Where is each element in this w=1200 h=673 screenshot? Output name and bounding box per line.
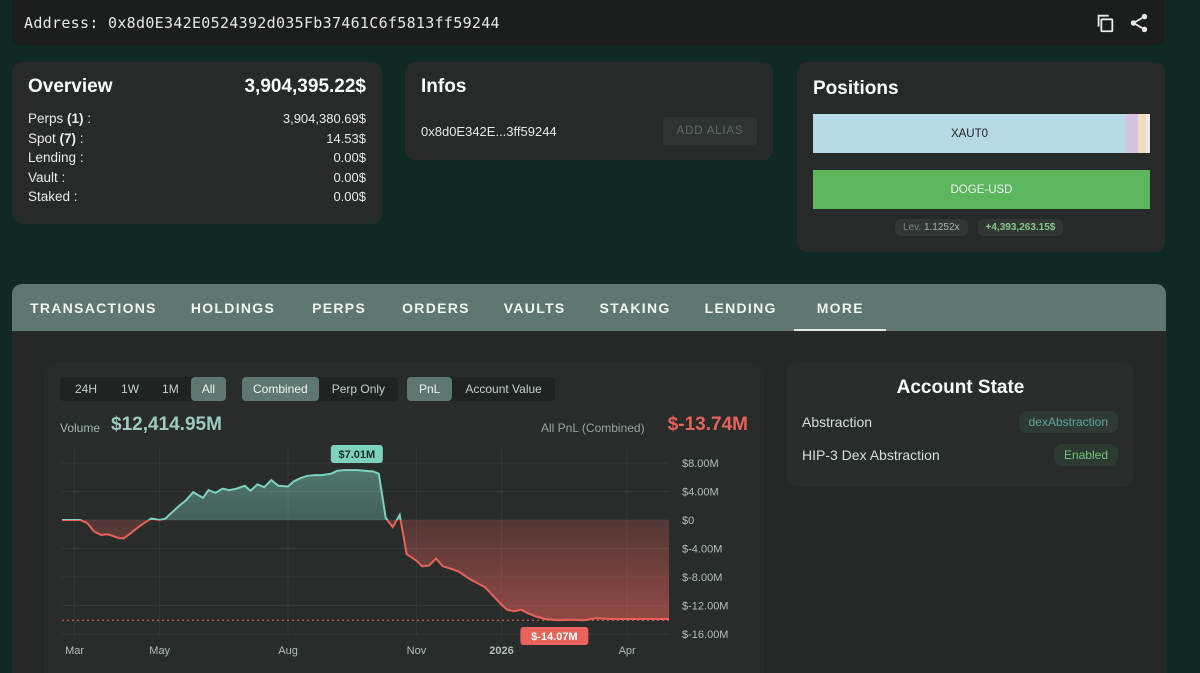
address-text: Address: 0x8d0E342E0524392d035Fb37461C6f… xyxy=(24,14,500,32)
tab-transactions[interactable]: TRANSACTIONS xyxy=(30,299,157,316)
overview-row-staked: Staked : 0.00$ xyxy=(28,189,366,209)
pnl-line-negative xyxy=(62,520,669,622)
tab-perps[interactable]: PERPS xyxy=(312,299,367,316)
account-state-card: Account State Abstraction dexAbstraction… xyxy=(787,363,1134,487)
position-bar-doge[interactable]: DOGE-USD xyxy=(813,170,1150,209)
overview-row-vault: Vault : 0.00$ xyxy=(28,170,366,190)
account-state-label: HIP-3 Dex Abstraction xyxy=(802,447,940,463)
overview-row-perps: Perps (1) : 3,904,380.69$ xyxy=(28,111,366,131)
positions-card: Positions XAUT0 DOGE-USD Lev. 1.1252x +4… xyxy=(797,62,1165,252)
account-state-row: HIP-3 Dex Abstraction Enabled xyxy=(802,444,1118,466)
infos-card: Infos 0x8d0E342E...3ff59244 ADD ALIAS xyxy=(405,62,773,160)
overview-row-label: Vault : xyxy=(28,169,66,185)
overview-row-value: 0.00$ xyxy=(333,169,366,185)
tab-holdings[interactable]: HOLDINGS xyxy=(190,299,276,316)
pnl-chart[interactable]: $8.00M $4.00M $0 $-4.00M $-8.00M $-12.00M $-16… xyxy=(44,363,764,673)
position-segment-small[interactable] xyxy=(1126,114,1138,153)
overview-row-label: Lending : xyxy=(28,150,84,166)
y-tick-label: $4.00M xyxy=(682,487,719,499)
range-all-button[interactable]: All xyxy=(190,377,227,401)
tab-orders[interactable]: ORDERS xyxy=(402,299,470,316)
account-state-title: Account State xyxy=(896,377,1025,398)
hip3-status-badge: Enabled xyxy=(1053,444,1118,466)
mode-perp-only-button[interactable]: Perp Only xyxy=(331,382,386,396)
min-value-label: $-14.07M xyxy=(531,631,577,643)
overview-row-spot: Spot (7) : 14.53$ xyxy=(28,131,366,151)
account-state-row: Abstraction dexAbstraction xyxy=(802,411,1118,433)
mode-selector: Combined Perp Only xyxy=(242,377,399,401)
metric-selector: PnL Account Value xyxy=(407,377,555,401)
pnl-badge: +4,393,263.15$ xyxy=(977,219,1064,236)
y-tick-label: $-12.00M xyxy=(682,601,728,613)
overview-row-lending: Lending : 0.00$ xyxy=(28,150,366,170)
tab-staking[interactable]: STAKING xyxy=(599,299,671,316)
metric-account-value-button[interactable]: Account Value xyxy=(465,382,542,396)
x-tick-label: May xyxy=(149,645,170,657)
y-tick-label: $-8.00M xyxy=(682,572,722,584)
infos-title: Infos xyxy=(421,76,467,97)
overview-row-label: Staked : xyxy=(28,189,78,205)
x-tick-label: Mar xyxy=(65,645,84,657)
range-selector: 24H 1W 1M All xyxy=(60,377,227,401)
all-pnl-label: All PnL (Combined) xyxy=(541,421,645,435)
share-icon[interactable] xyxy=(1128,12,1150,34)
y-tick-label: $-4.00M xyxy=(682,544,722,556)
x-tick-label: Nov xyxy=(407,645,427,657)
tab-vaults[interactable]: VAULTS xyxy=(503,299,566,316)
address-actions xyxy=(1094,12,1150,34)
volume-label: Volume xyxy=(60,421,101,435)
max-value-badge xyxy=(330,445,383,463)
range-24h-button[interactable]: 24H xyxy=(75,382,98,396)
pnl-line-positive xyxy=(62,469,402,520)
positions-title: Positions xyxy=(813,78,899,99)
position-bar-xaut[interactable]: XAUT0 xyxy=(813,114,1150,153)
position-segment-doge[interactable]: DOGE-USD xyxy=(813,170,1150,209)
overview-row-label: Perps (1) : xyxy=(28,111,92,126)
position-segment-xaut[interactable]: XAUT0 xyxy=(813,114,1126,153)
pnl-area-positive xyxy=(62,470,669,520)
max-value-label: $7.01M xyxy=(338,449,375,461)
overview-title: Overview xyxy=(28,76,113,97)
position-segment-small[interactable] xyxy=(1138,114,1146,153)
position-segment-small[interactable] xyxy=(1146,114,1150,153)
mode-combined-button[interactable]: Combined xyxy=(242,377,319,401)
range-1w-button[interactable]: 1W xyxy=(121,382,140,396)
position-badges: Lev. 1.1252x +4,393,263.15$ xyxy=(895,219,1064,236)
copy-icon[interactable] xyxy=(1094,12,1116,34)
volume-value: $12,414.95M xyxy=(111,414,222,435)
x-tick-label: Aug xyxy=(278,645,298,657)
y-tick-label: $0 xyxy=(682,515,694,527)
y-tick-label: $-16.00M xyxy=(682,629,728,641)
infos-short-address[interactable]: 0x8d0E342E...3ff59244 xyxy=(421,124,557,139)
account-state-label: Abstraction xyxy=(802,414,873,430)
address-label: Address: xyxy=(24,14,99,32)
overview-row-value: 14.53$ xyxy=(326,130,366,146)
overview-rows: Perps (1) : 3,904,380.69$ Spot (7) : 14.… xyxy=(28,111,366,209)
tab-more[interactable]: MORE xyxy=(793,284,887,331)
x-tick-label: 2026 xyxy=(489,645,513,657)
overview-row-value: 3,904,380.69$ xyxy=(282,111,366,126)
metric-pnl-button[interactable]: PnL xyxy=(407,377,453,401)
pnl-area-negative xyxy=(62,520,669,621)
pnl-chart-card: 24H 1W 1M All Combined Perp Only PnL Acc… xyxy=(44,363,764,673)
abstraction-badge: dexAbstraction xyxy=(1018,411,1118,433)
all-pnl-value: $-13.74M xyxy=(667,414,748,435)
range-1m-button[interactable]: 1M xyxy=(162,382,179,396)
tab-bar: TRANSACTIONS HOLDINGS PERPS ORDERS VAULT… xyxy=(12,284,1166,331)
address-bar: Address: 0x8d0E342E0524392d035Fb37461C6f… xyxy=(12,0,1164,46)
overview-card: Overview 3,904,395.22$ Perps (1) : 3,904… xyxy=(12,62,382,224)
x-tick-label: Apr xyxy=(619,645,636,657)
min-value-badge xyxy=(520,627,589,645)
overview-total: 3,904,395.22$ xyxy=(244,76,366,97)
overview-row-label: Spot (7) : xyxy=(28,130,84,146)
overview-row-value: 0.00$ xyxy=(333,189,366,205)
overview-row-value: 0.00$ xyxy=(333,150,366,166)
address-value: 0x8d0E342E0524392d035Fb37461C6f5813ff592… xyxy=(108,14,500,32)
add-alias-button[interactable]: ADD ALIAS xyxy=(663,117,757,145)
tab-lending[interactable]: LENDING xyxy=(704,299,777,316)
y-tick-label: $8.00M xyxy=(682,458,719,470)
leverage-badge: Lev. 1.1252x xyxy=(895,219,968,236)
